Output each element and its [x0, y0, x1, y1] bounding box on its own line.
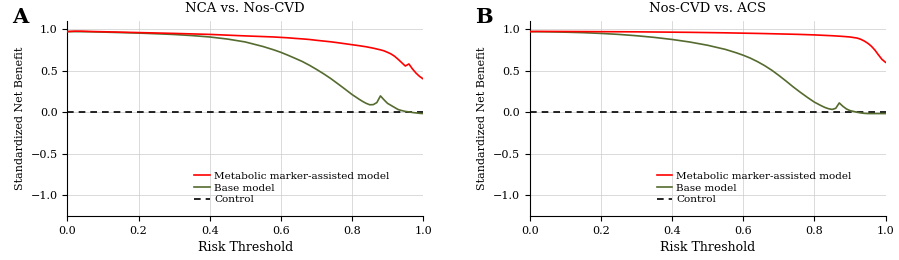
Title: Nos-CVD vs. ACS: Nos-CVD vs. ACS	[649, 2, 766, 15]
Text: B: B	[475, 7, 493, 27]
Y-axis label: Standardized Net Benefit: Standardized Net Benefit	[15, 47, 25, 190]
Legend: Metabolic marker-assisted model, Base model, Control: Metabolic marker-assisted model, Base mo…	[653, 167, 856, 209]
Y-axis label: Standardized Net Benefit: Standardized Net Benefit	[477, 47, 487, 190]
Legend: Metabolic marker-assisted model, Base model, Control: Metabolic marker-assisted model, Base mo…	[190, 167, 394, 209]
Title: NCA vs. Nos-CVD: NCA vs. Nos-CVD	[185, 2, 305, 15]
X-axis label: Risk Threshold: Risk Threshold	[198, 241, 293, 254]
Text: A: A	[13, 7, 29, 27]
X-axis label: Risk Threshold: Risk Threshold	[660, 241, 755, 254]
